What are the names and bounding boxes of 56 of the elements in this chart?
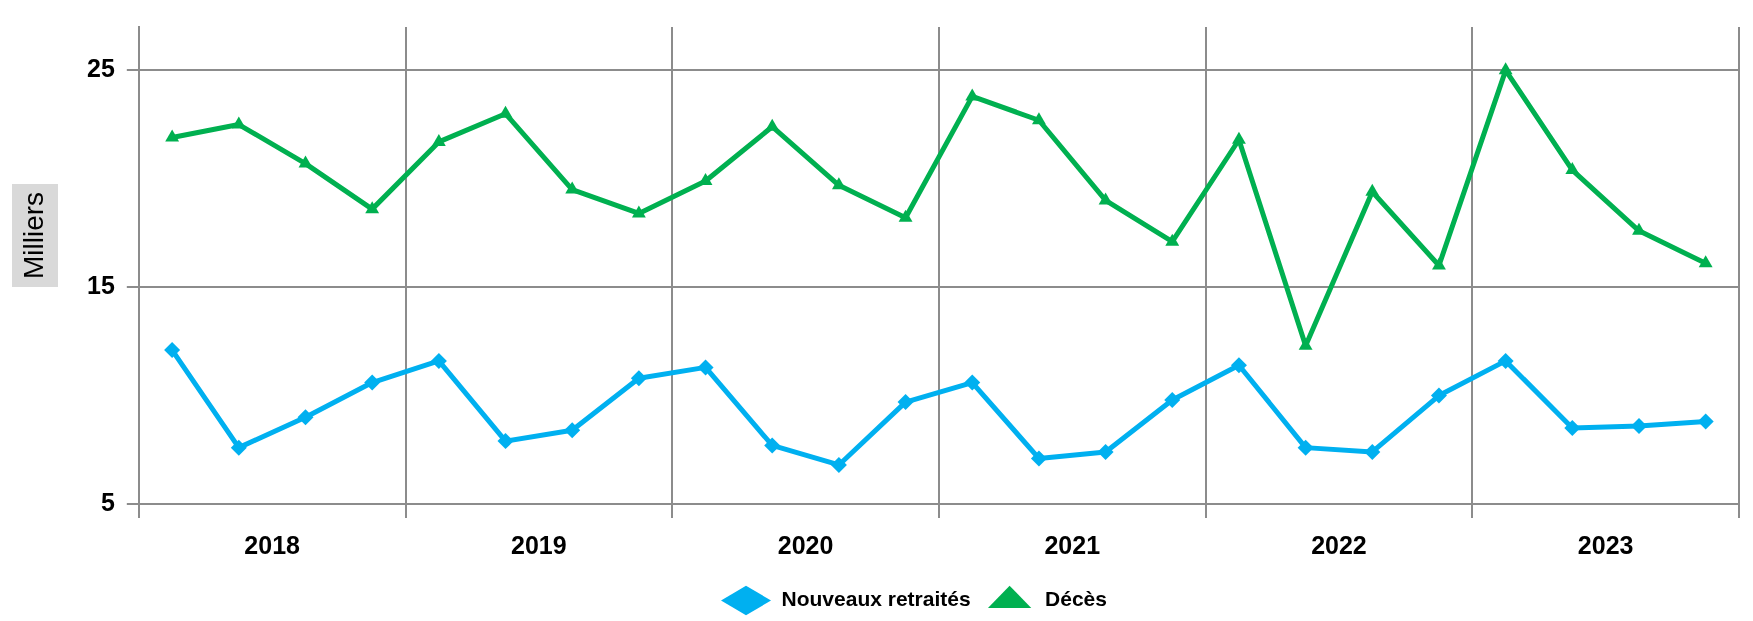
point xyxy=(1098,192,1113,205)
x-tick-label: 2019 xyxy=(511,530,567,559)
point xyxy=(1365,183,1380,196)
point xyxy=(1498,62,1513,75)
point xyxy=(564,422,581,439)
x-tick-label: 2023 xyxy=(1577,530,1634,559)
y-tick-label: 15 xyxy=(87,271,115,300)
point xyxy=(964,374,981,391)
point xyxy=(831,177,846,190)
point xyxy=(1497,352,1514,369)
point xyxy=(430,352,447,369)
point xyxy=(897,394,914,411)
point xyxy=(1165,233,1180,246)
point xyxy=(765,118,780,131)
point xyxy=(1097,443,1114,460)
point xyxy=(1632,222,1646,235)
x-tick-label: 2020 xyxy=(777,530,834,559)
point xyxy=(764,437,781,454)
point xyxy=(231,116,246,129)
x-tick-label: 2018 xyxy=(244,530,301,559)
point xyxy=(164,342,181,359)
point xyxy=(1298,337,1313,350)
point xyxy=(1364,443,1381,460)
point xyxy=(1698,255,1713,268)
point xyxy=(1697,413,1714,430)
point xyxy=(697,359,714,376)
point xyxy=(230,439,247,456)
point xyxy=(830,456,847,473)
x-tick-label: 2021 xyxy=(1044,530,1101,559)
y-tick-label: 25 xyxy=(87,54,115,83)
point xyxy=(898,209,913,222)
point xyxy=(1031,112,1046,125)
x-tick-label: 2022 xyxy=(1311,530,1367,559)
point xyxy=(1565,162,1580,175)
point xyxy=(1430,387,1447,404)
point xyxy=(431,133,446,146)
point xyxy=(1432,257,1446,270)
y-tick-label: 5 xyxy=(100,487,115,516)
point xyxy=(631,205,646,218)
point xyxy=(298,155,313,168)
legend-label: Décès xyxy=(1045,587,1107,611)
point xyxy=(365,201,380,214)
point xyxy=(965,88,980,101)
point xyxy=(630,370,647,387)
legend-label: Nouveaux retraités xyxy=(781,587,971,611)
point xyxy=(1232,131,1246,144)
point xyxy=(1030,450,1047,467)
point xyxy=(297,409,314,426)
point xyxy=(1564,420,1581,437)
point xyxy=(1297,439,1314,456)
point xyxy=(165,129,180,142)
point xyxy=(1164,391,1181,408)
point xyxy=(497,433,514,450)
point xyxy=(364,374,381,391)
point xyxy=(1230,357,1247,374)
y-axis-title: Milliers xyxy=(17,191,49,280)
